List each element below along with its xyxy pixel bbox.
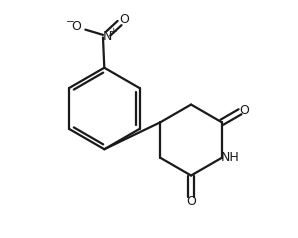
Text: +: +: [109, 27, 117, 36]
Text: N: N: [103, 30, 112, 43]
Text: O: O: [119, 13, 129, 26]
Text: O: O: [186, 195, 196, 208]
Text: O: O: [71, 20, 81, 34]
Text: −: −: [66, 17, 74, 27]
Text: O: O: [239, 104, 249, 117]
Text: NH: NH: [220, 151, 239, 164]
